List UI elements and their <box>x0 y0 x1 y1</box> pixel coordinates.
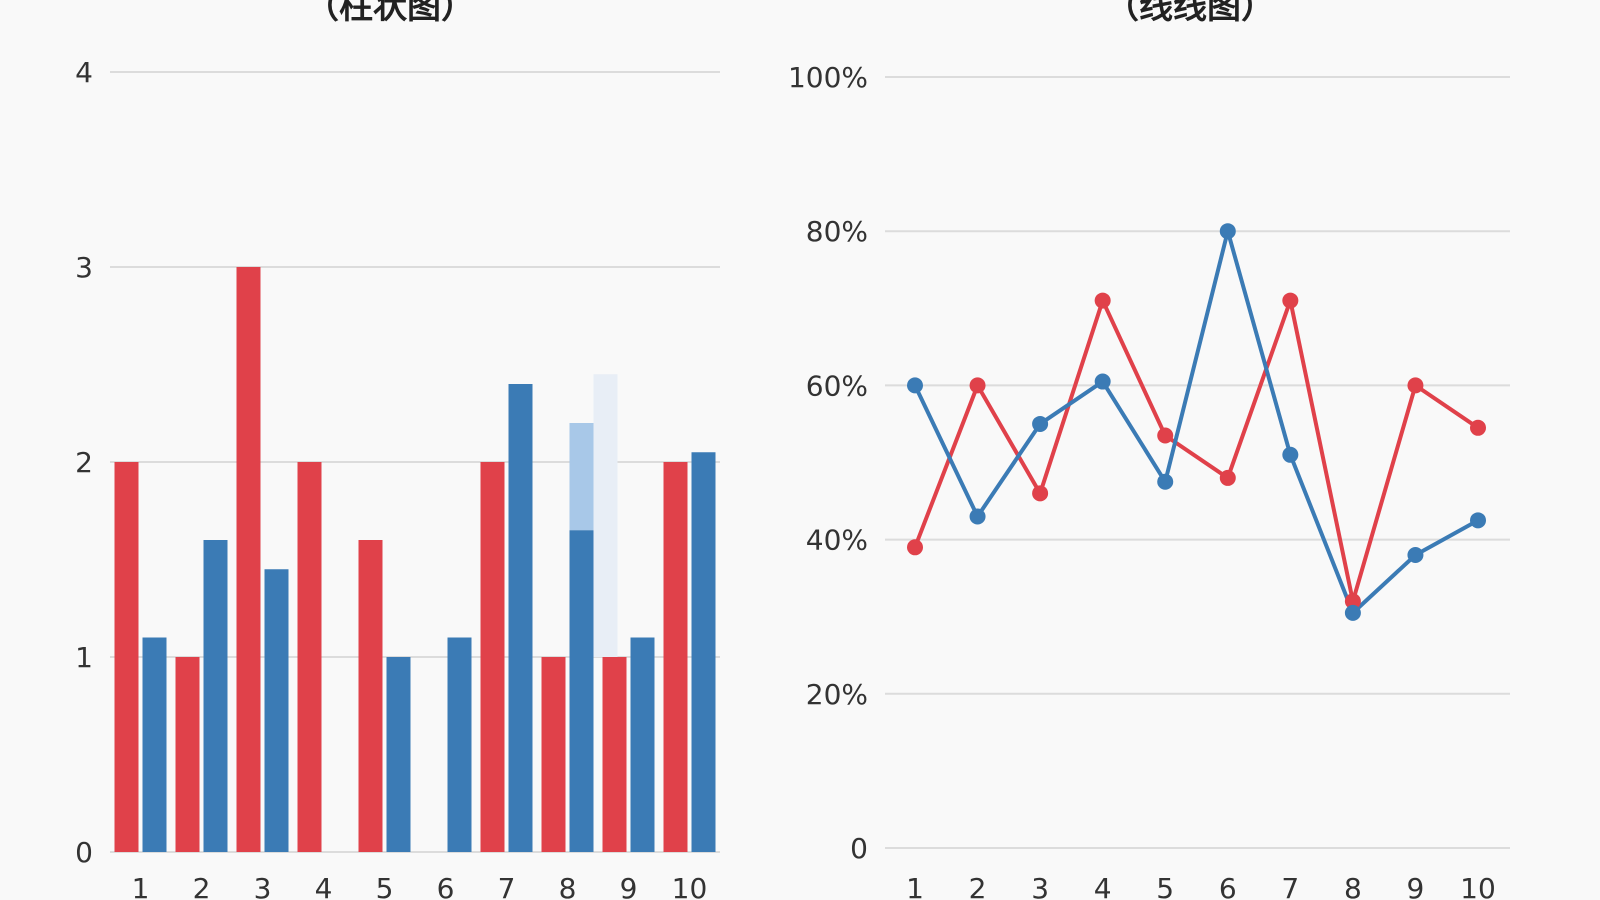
bar <box>142 637 167 852</box>
bar <box>358 540 383 852</box>
line-point <box>1470 419 1486 436</box>
bar <box>386 657 411 852</box>
bar-x-tick-label: 6 <box>437 872 455 900</box>
line-point <box>1407 377 1424 394</box>
line-point <box>1094 292 1111 309</box>
bar-x-tick-label: 4 <box>315 872 333 900</box>
line-chart-gridlines <box>885 76 1510 849</box>
line-point <box>1470 512 1486 529</box>
bar <box>203 540 228 852</box>
bar-x-tick-label: 9 <box>620 872 638 900</box>
line-point <box>1344 604 1361 621</box>
line-point <box>907 539 923 556</box>
bar-x-tick-label: 3 <box>254 872 272 900</box>
bar-x-tick-label: 8 <box>559 872 577 900</box>
line-point <box>1157 427 1174 444</box>
bar-chart-y-axis: 0 1 2 3 4 <box>75 56 93 869</box>
bar <box>264 569 289 852</box>
line-point <box>1032 485 1049 502</box>
line-point <box>1157 473 1174 490</box>
bar-x-tick-label: 1 <box>132 872 150 900</box>
bar <box>630 637 655 852</box>
line-series <box>913 229 1480 615</box>
bar <box>508 384 533 852</box>
line-chart-y-axis: 0 20% 40% 60% 80% 100% <box>788 61 868 865</box>
bar <box>602 657 627 852</box>
line-y-tick-label: 40% <box>806 524 868 557</box>
line-series <box>913 298 1480 604</box>
line-point <box>1282 292 1299 309</box>
bar-overlay <box>593 374 618 657</box>
bar <box>480 462 505 852</box>
line-y-tick-label: 20% <box>806 678 868 711</box>
line-point <box>969 508 986 525</box>
line-x-tick-label: 1 <box>906 872 924 900</box>
bar-x-tick-label: 7 <box>498 872 516 900</box>
line-x-tick-label: 6 <box>1219 872 1237 900</box>
bar-x-tick-label: 10 <box>672 872 708 900</box>
line-point <box>907 377 923 394</box>
line-x-tick-label: 4 <box>1094 872 1112 900</box>
bar <box>297 462 322 852</box>
bar-chart-bars <box>114 267 716 852</box>
bar <box>175 657 200 852</box>
bar-y-tick-label: 2 <box>75 446 93 479</box>
bar-y-tick-label: 1 <box>75 641 93 674</box>
bar-y-tick-label: 3 <box>75 251 93 284</box>
line-chart-x-axis: 1 2 3 4 5 6 7 8 9 10 <box>906 872 1496 900</box>
line-x-tick-label: 7 <box>1281 872 1299 900</box>
line-point <box>1344 593 1361 610</box>
line-point <box>1094 373 1111 390</box>
line-y-tick-label: 80% <box>806 215 868 248</box>
line-x-tick-label: 2 <box>969 872 987 900</box>
line-point <box>1219 223 1236 240</box>
bar <box>447 637 472 852</box>
line-x-tick-label: 10 <box>1460 872 1496 900</box>
line-x-tick-label: 8 <box>1344 872 1362 900</box>
bar-chart-title: （柱状图） <box>305 0 475 27</box>
bar-chart: （柱状图） 0 1 2 3 4 1 2 3 4 5 6 7 8 9 10 <box>75 0 720 900</box>
bar <box>569 530 594 852</box>
line-y-tick-label: 0 <box>850 832 868 865</box>
line-point <box>1282 446 1299 463</box>
bar-chart-gridlines <box>110 71 720 853</box>
bar-x-tick-label: 5 <box>376 872 394 900</box>
line-chart-lines <box>907 223 1486 621</box>
bar-overlay <box>569 423 594 531</box>
line-point <box>969 377 986 394</box>
bar <box>663 462 688 852</box>
line-point <box>1407 547 1424 564</box>
line-point <box>1219 469 1236 486</box>
bar <box>691 452 716 852</box>
bar-y-tick-label: 4 <box>75 56 93 89</box>
line-x-tick-label: 3 <box>1031 872 1049 900</box>
line-chart-title: （线线图） <box>1105 0 1275 27</box>
bar-x-tick-label: 2 <box>193 872 211 900</box>
bar <box>541 657 566 852</box>
bar <box>236 267 261 852</box>
bar <box>114 462 139 852</box>
line-chart: （线线图） 0 20% 40% 60% 80% 100% 1 2 3 4 5 6 7 8 9 10 <box>788 0 1510 900</box>
line-y-tick-label: 60% <box>806 369 868 402</box>
line-x-tick-label: 9 <box>1407 872 1425 900</box>
bar-chart-x-axis: 1 2 3 4 5 6 7 8 9 10 <box>132 872 708 900</box>
line-x-tick-label: 5 <box>1156 872 1174 900</box>
line-point <box>1032 415 1049 432</box>
line-y-tick-label: 100% <box>788 61 868 94</box>
bar-y-tick-label: 0 <box>75 836 93 869</box>
